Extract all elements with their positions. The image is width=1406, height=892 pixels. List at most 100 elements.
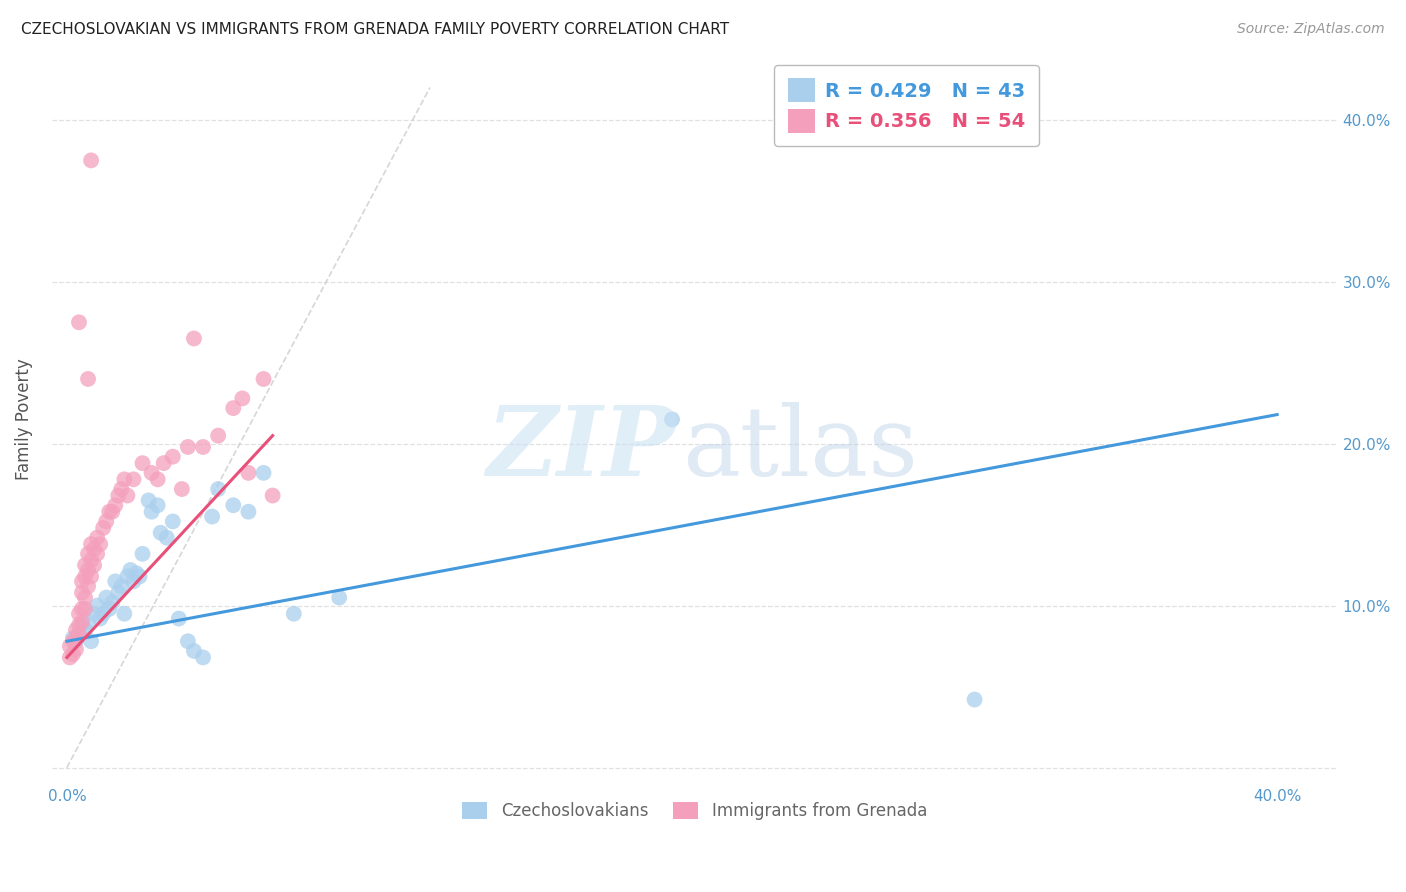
Point	[91, 521, 114, 535]
Point	[146, 498, 169, 512]
Point	[191, 440, 214, 454]
Point	[183, 644, 205, 658]
Point	[107, 489, 129, 503]
Point	[80, 553, 103, 567]
Point	[96, 515, 118, 529]
Point	[231, 392, 253, 406]
Point	[98, 602, 121, 616]
Point	[149, 525, 172, 540]
Text: atlas: atlas	[682, 401, 918, 496]
Point	[207, 482, 229, 496]
Point	[65, 634, 87, 648]
Y-axis label: Family Poverty: Family Poverty	[15, 359, 32, 480]
Point	[222, 498, 245, 512]
Point	[138, 493, 160, 508]
Point	[117, 569, 139, 583]
Point	[101, 505, 124, 519]
Point	[170, 482, 193, 496]
Point	[70, 585, 93, 599]
Point	[112, 472, 135, 486]
Point	[162, 450, 184, 464]
Point	[62, 634, 84, 648]
Point	[59, 639, 82, 653]
Point	[86, 531, 108, 545]
Point	[177, 634, 200, 648]
Point	[146, 472, 169, 486]
Point	[65, 642, 87, 657]
Point	[80, 153, 103, 168]
Point	[73, 569, 96, 583]
Point	[283, 607, 305, 621]
Point	[122, 472, 145, 486]
Point	[222, 401, 245, 416]
Point	[73, 602, 96, 616]
Point	[117, 489, 139, 503]
Point	[96, 591, 118, 605]
Point	[252, 372, 274, 386]
Point	[183, 331, 205, 345]
Point	[238, 505, 260, 519]
Point	[252, 466, 274, 480]
Point	[152, 456, 174, 470]
Point	[128, 569, 150, 583]
Point	[107, 585, 129, 599]
Point	[110, 482, 132, 496]
Point	[77, 579, 100, 593]
Point	[67, 628, 90, 642]
Point	[963, 692, 986, 706]
Point	[167, 611, 190, 625]
Point	[80, 569, 103, 583]
Point	[86, 547, 108, 561]
Point	[207, 428, 229, 442]
Point	[89, 537, 111, 551]
Point	[70, 602, 93, 616]
Point	[73, 623, 96, 637]
Point	[83, 558, 105, 573]
Point	[112, 607, 135, 621]
Point	[120, 563, 142, 577]
Point	[77, 547, 100, 561]
Point	[67, 628, 90, 642]
Point	[73, 558, 96, 573]
Legend: Czechoslovakians, Immigrants from Grenada: Czechoslovakians, Immigrants from Grenad…	[456, 795, 934, 826]
Point	[98, 505, 121, 519]
Point	[201, 509, 224, 524]
Point	[62, 647, 84, 661]
Point	[80, 537, 103, 551]
Point	[91, 607, 114, 621]
Point	[77, 563, 100, 577]
Point	[104, 498, 127, 512]
Point	[59, 650, 82, 665]
Point	[661, 412, 683, 426]
Point	[131, 547, 153, 561]
Point	[70, 615, 93, 629]
Point	[70, 574, 93, 589]
Point	[122, 574, 145, 589]
Point	[73, 591, 96, 605]
Point	[65, 631, 87, 645]
Point	[162, 515, 184, 529]
Point	[131, 456, 153, 470]
Point	[83, 541, 105, 556]
Point	[262, 489, 284, 503]
Point	[67, 618, 90, 632]
Point	[191, 650, 214, 665]
Point	[89, 611, 111, 625]
Point	[141, 505, 163, 519]
Point	[177, 440, 200, 454]
Point	[104, 574, 127, 589]
Point	[101, 595, 124, 609]
Point	[83, 607, 105, 621]
Point	[67, 607, 90, 621]
Point	[65, 623, 87, 637]
Point	[62, 631, 84, 645]
Text: ZIP: ZIP	[486, 401, 675, 496]
Point	[86, 599, 108, 613]
Point	[80, 634, 103, 648]
Point	[110, 579, 132, 593]
Point	[141, 466, 163, 480]
Point	[67, 315, 90, 329]
Point	[77, 615, 100, 629]
Point	[156, 531, 179, 545]
Point	[77, 372, 100, 386]
